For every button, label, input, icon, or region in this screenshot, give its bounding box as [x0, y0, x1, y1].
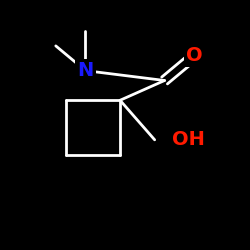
Text: O: O — [186, 46, 202, 65]
Text: N: N — [77, 61, 94, 80]
Text: OH: OH — [172, 130, 205, 149]
